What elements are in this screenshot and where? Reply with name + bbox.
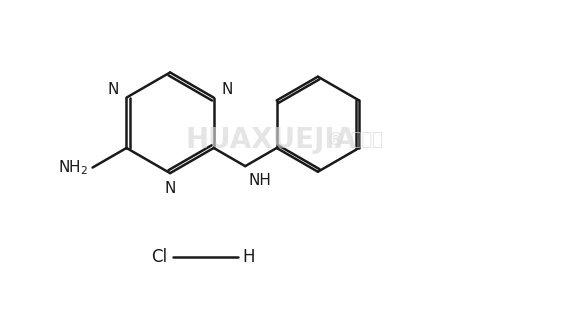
Text: H: H [242,248,255,266]
Text: NH: NH [248,173,271,188]
Text: N: N [165,181,176,196]
Text: Cl: Cl [151,248,167,266]
Text: N: N [107,82,118,97]
Text: HUAXUEJIA: HUAXUEJIA [185,125,356,154]
Text: NH$_2$: NH$_2$ [58,158,88,177]
Text: ® 化学加: ® 化学加 [327,131,383,148]
Text: N: N [222,82,233,97]
